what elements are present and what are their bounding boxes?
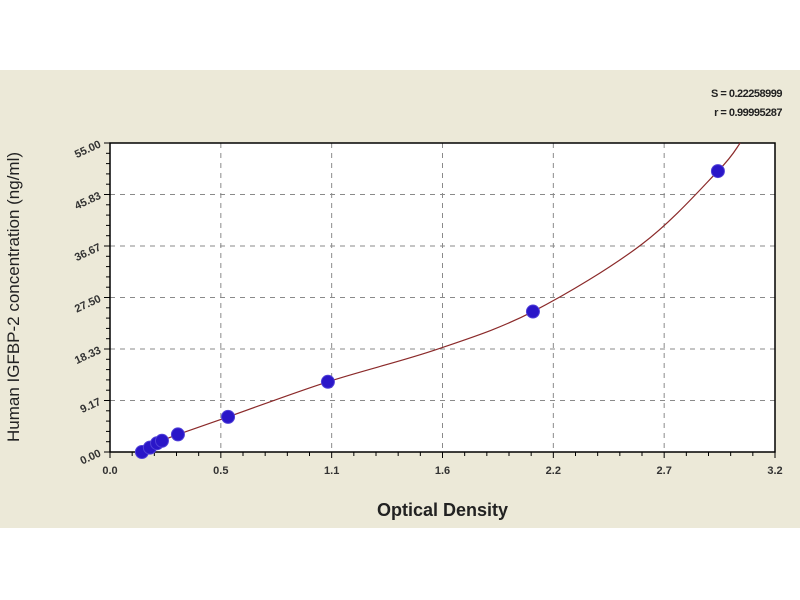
y-tick-label: 18.33 [73,344,103,367]
y-tick-label: 27.50 [73,293,103,316]
y-tick-label: 36.67 [73,241,103,264]
data-point [154,433,169,448]
x-tick-label: 2.2 [546,465,561,477]
x-tick-label: 1.6 [435,465,450,477]
y-tick-label: 45.83 [73,190,103,213]
data-point [221,409,236,424]
y-tick-label: 9.17 [78,396,102,416]
data-point [710,164,725,179]
x-tick-label: 2.7 [657,465,672,477]
x-tick-label: 1.1 [324,465,339,477]
y-tick-label: 0.00 [78,447,102,467]
y-tick-label: 55.00 [73,138,103,161]
x-tick-label: 0.5 [213,465,228,477]
data-point [170,427,185,442]
y-axis-label: Human IGFBP-2 concentration (ng/ml) [4,151,23,443]
x-tick-label: 3.2 [767,465,782,477]
stat-s: S = 0.22258999 [711,88,783,100]
stat-r: r = 0.99995287 [714,107,782,119]
x-tick-label: 0.0 [102,465,117,477]
data-point [320,374,335,389]
x-axis-label: Optical Density [376,500,509,520]
data-point [525,304,540,319]
